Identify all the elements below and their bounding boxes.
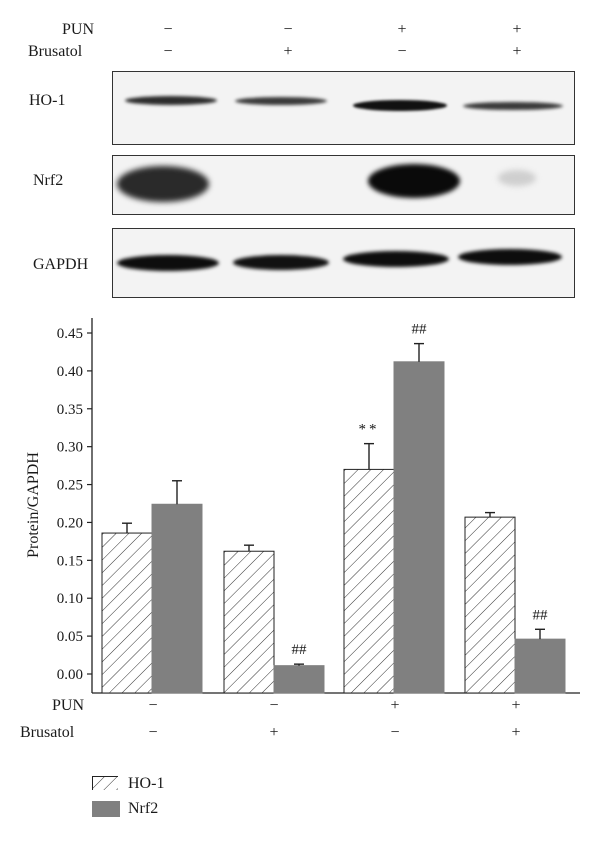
chart-pun-sign-3: + — [390, 697, 400, 714]
significance-label: ** — [359, 422, 380, 438]
y-axis-label: Protein/GAPDH — [25, 452, 42, 558]
blot-pun-sign-4: + — [512, 21, 522, 38]
blot-pun-sign-1: − — [163, 21, 173, 38]
chart-brusatol-label: Brusatol — [20, 724, 75, 741]
y-tick-label: 0.45 — [57, 326, 83, 342]
y-tick-label: 0.30 — [57, 440, 83, 456]
gapdh-band-4 — [458, 249, 562, 265]
blot-row-label-gapdh: GAPDH — [33, 256, 89, 273]
blot-row-label-ho1: HO-1 — [29, 92, 66, 109]
legend-swatch-nrf2 — [92, 801, 120, 817]
ho1-band-3 — [353, 100, 447, 111]
blot-panel-nrf2 — [112, 155, 575, 215]
chart-pun-sign-2: − — [269, 697, 279, 714]
y-tick-label: 0.10 — [57, 591, 83, 607]
legend-label-nrf2: Nrf2 — [128, 800, 159, 817]
legend-swatch-ho1 — [92, 776, 118, 790]
y-tick-label: 0.15 — [57, 553, 83, 569]
blot-row-label-nrf2: Nrf2 — [33, 172, 64, 189]
blot-brusatol-sign-2: + — [283, 43, 293, 60]
gapdh-band-1 — [117, 255, 219, 271]
chart-brusatol-sign-3: − — [390, 724, 400, 741]
bar-ho1-2 — [223, 550, 275, 694]
gapdh-band-2 — [233, 255, 329, 270]
ho1-band-1 — [125, 96, 217, 105]
chart-brusatol-sign-4: + — [511, 724, 521, 741]
y-tick-label: 0.00 — [57, 667, 83, 683]
significance-label: ## — [533, 607, 549, 623]
blot-panel-ho1 — [112, 71, 575, 145]
chart-brusatol-sign-2: + — [269, 724, 279, 741]
legend-label-ho1: HO-1 — [128, 775, 165, 792]
ho1-band-4 — [463, 102, 563, 110]
chart-pun-sign-4: + — [511, 697, 521, 714]
blot-brusatol-label: Brusatol — [28, 43, 83, 60]
y-tick-label: 0.05 — [57, 629, 83, 645]
ho1-band-2 — [235, 97, 327, 105]
chart-pun-label: PUN — [52, 697, 85, 714]
bar-ho1-3 — [343, 468, 395, 694]
blot-brusatol-sign-1: − — [163, 43, 173, 60]
bar-ho1-1 — [101, 532, 153, 694]
bar-ho1-4 — [464, 516, 516, 694]
y-tick-label: 0.20 — [57, 515, 83, 531]
y-tick-label: 0.35 — [57, 402, 83, 418]
significance-label: ## — [292, 642, 308, 658]
nrf2-band-4 — [498, 170, 536, 186]
blot-pun-sign-3: + — [397, 21, 407, 38]
blot-brusatol-sign-3: − — [397, 43, 407, 60]
significance-label: ## — [412, 322, 428, 338]
bar-nrf2-3 — [393, 361, 445, 694]
nrf2-band-1 — [117, 166, 209, 202]
y-tick-label: 0.25 — [57, 478, 83, 494]
bar-nrf2-1 — [151, 503, 203, 694]
y-tick-label: 0.40 — [57, 364, 83, 380]
blot-pun-label: PUN — [62, 21, 95, 38]
blot-panel-gapdh — [112, 228, 575, 298]
gapdh-band-3 — [343, 251, 449, 267]
chart-brusatol-sign-1: − — [148, 724, 158, 741]
chart-pun-sign-1: − — [148, 697, 158, 714]
blot-pun-sign-2: − — [283, 21, 293, 38]
bar-nrf2-4 — [514, 638, 566, 694]
blot-brusatol-sign-4: + — [512, 43, 522, 60]
nrf2-band-3 — [368, 164, 460, 198]
bar-nrf2-2 — [273, 665, 325, 694]
